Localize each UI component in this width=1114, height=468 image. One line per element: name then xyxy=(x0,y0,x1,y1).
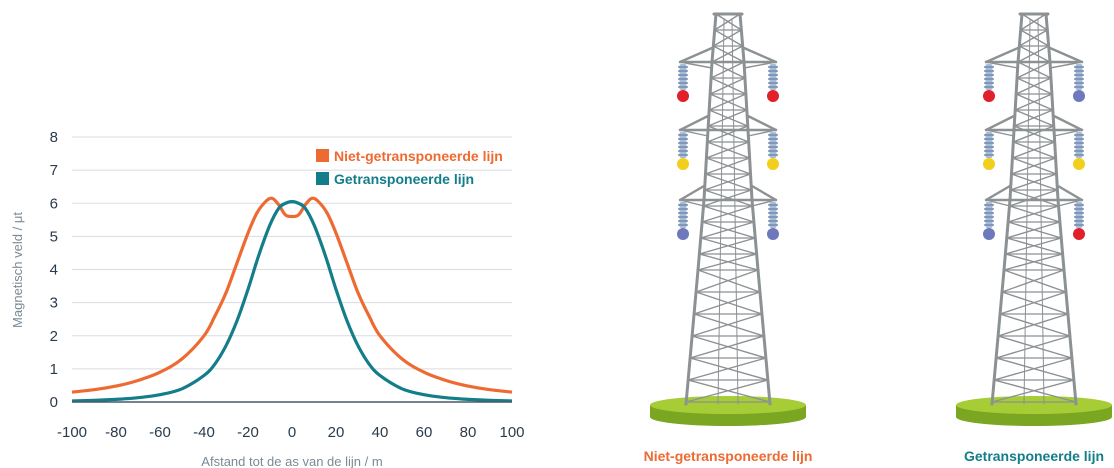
y-tick-3: 3 xyxy=(50,295,58,312)
insulator-left-2 xyxy=(677,132,689,170)
legend-swatch-getransponeerde xyxy=(316,172,329,185)
x-tick-100: 100 xyxy=(499,424,524,441)
insulator-right-3 xyxy=(767,202,779,240)
y-tick-5: 5 xyxy=(50,228,58,245)
x-tick--40: -40 xyxy=(193,424,215,441)
insulator-right-1 xyxy=(1073,64,1085,102)
conductor-right-1-red-phase xyxy=(767,90,779,102)
series-line-getransponeerde xyxy=(71,200,513,403)
y-tick-4: 4 xyxy=(50,262,58,279)
insulator-left-3 xyxy=(983,202,995,240)
magnetic-field-chart: 0 1 2 3 4 5 6 7 8 -100 -80 -60 -40 -20 0 20 40 60 80 100 A… xyxy=(10,129,525,468)
x-tick-labels: -100 -80 -60 -40 -20 0 20 40 60 80 100 xyxy=(57,424,525,441)
conductor-left-1-red-phase xyxy=(677,90,689,102)
insulator-right-1 xyxy=(767,64,779,102)
legend-label-getransponeerde: Getransponeerde lijn xyxy=(334,171,474,187)
insulator-right-2 xyxy=(1073,132,1085,170)
legend-swatch-niet-getransponeerde xyxy=(316,149,329,162)
conductor-right-2-yellow-phase xyxy=(1073,158,1085,170)
conductor-left-3-blue-phase xyxy=(983,228,995,240)
x-tick--20: -20 xyxy=(237,424,259,441)
series-lines xyxy=(71,196,513,403)
grid-lines xyxy=(72,136,512,370)
conductor-right-1-blue-phase xyxy=(1073,90,1085,102)
power-tower-getransponeerde xyxy=(956,12,1112,426)
x-tick-0: 0 xyxy=(288,424,296,441)
x-tick-80: 80 xyxy=(460,424,477,441)
y-tick-labels: 0 1 2 3 4 5 6 7 8 xyxy=(50,129,58,411)
insulator-right-2 xyxy=(767,132,779,170)
legend-label-niet-getransponeerde: Niet-getransponeerde lijn xyxy=(334,148,503,164)
x-tick-20: 20 xyxy=(328,424,345,441)
y-axis-title: Magnetisch veld / μt xyxy=(10,212,25,328)
y-tick-8: 8 xyxy=(50,129,58,146)
power-tower-niet-getransponeerde xyxy=(650,12,806,426)
x-tick--80: -80 xyxy=(105,424,127,441)
conductor-left-2-yellow-phase xyxy=(983,158,995,170)
y-tick-6: 6 xyxy=(50,195,58,212)
x-tick--60: -60 xyxy=(149,424,171,441)
tower-label-getransponeerde: Getransponeerde lijn xyxy=(963,448,1105,464)
power-towers-illustration xyxy=(650,12,1112,426)
insulator-right-3 xyxy=(1073,202,1085,240)
y-tick-2: 2 xyxy=(50,328,58,345)
series-line-niet-getransponeerde xyxy=(71,196,513,394)
conductor-right-3-red-phase xyxy=(1073,228,1085,240)
x-axis-title: Afstand tot de as van de lijn / m xyxy=(201,454,382,468)
y-tick-7: 7 xyxy=(50,162,58,179)
insulator-left-3 xyxy=(677,202,689,240)
insulator-left-2 xyxy=(983,132,995,170)
x-tick-40: 40 xyxy=(372,424,389,441)
chart-legend: Niet-getransponeerde lijn Getransponeerd… xyxy=(316,148,503,187)
x-tick--100: -100 xyxy=(57,424,87,441)
conductor-left-1-red-phase xyxy=(983,90,995,102)
conductor-left-3-blue-phase xyxy=(677,228,689,240)
conductor-right-3-blue-phase xyxy=(767,228,779,240)
insulator-left-1 xyxy=(677,64,689,102)
y-tick-1: 1 xyxy=(50,361,58,378)
y-tick-0: 0 xyxy=(50,394,58,411)
tower-label-niet-getransponeerde: Niet-getransponeerde lijn xyxy=(643,448,813,464)
conductor-right-2-yellow-phase xyxy=(767,158,779,170)
insulator-left-1 xyxy=(983,64,995,102)
conductor-left-2-yellow-phase xyxy=(677,158,689,170)
x-tick-60: 60 xyxy=(416,424,433,441)
